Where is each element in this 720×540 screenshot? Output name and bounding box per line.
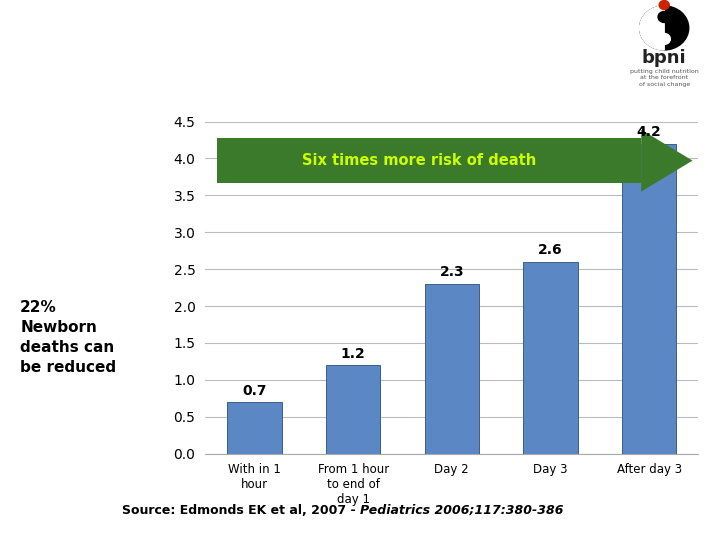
Bar (228, 402, 282, 454)
Bar (326, 365, 380, 454)
Text: putting child nutrition
at the forefront
of social change: putting child nutrition at the forefront… (630, 69, 698, 87)
Circle shape (658, 11, 670, 23)
Bar (425, 284, 479, 454)
Text: 1.2: 1.2 (341, 347, 366, 361)
Bar (622, 144, 676, 454)
Text: 4.2: 4.2 (636, 125, 662, 139)
Circle shape (639, 6, 689, 50)
Text: Six times more risk of death: Six times more risk of death (302, 153, 536, 168)
Circle shape (660, 1, 669, 10)
Text: Risk of neonatal mortality according to time of
initiation of breastfeeding: Risk of neonatal mortality according to … (24, 25, 558, 71)
Text: 0.7: 0.7 (242, 383, 267, 397)
Polygon shape (642, 130, 693, 192)
Text: 2.6: 2.6 (538, 244, 563, 257)
Text: 2.3: 2.3 (439, 266, 464, 279)
Circle shape (658, 33, 670, 44)
FancyBboxPatch shape (217, 138, 642, 183)
Text: 22%
Newborn
deaths can
be reduced: 22% Newborn deaths can be reduced (20, 300, 117, 375)
Bar (523, 262, 577, 454)
Wedge shape (639, 6, 665, 50)
Text: Source: Edmonds EK et al, 2007 -: Source: Edmonds EK et al, 2007 - (122, 504, 360, 517)
Text: bpni: bpni (642, 49, 686, 67)
Text: Pediatrics 2006;117:380-386: Pediatrics 2006;117:380-386 (360, 504, 564, 517)
